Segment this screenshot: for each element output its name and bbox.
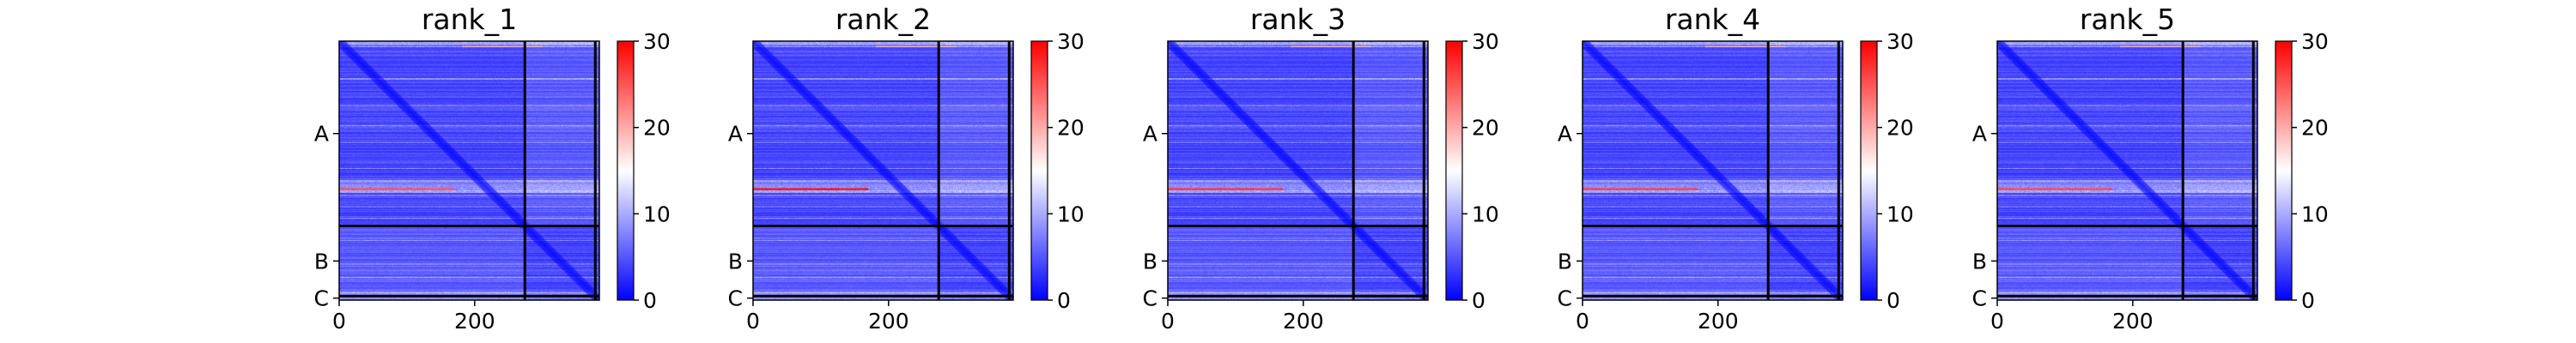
colorbar-tick-label: 30 [1472,29,1499,54]
y-chain-label: C [728,286,743,311]
colorbar-tick-label: 20 [1472,116,1499,141]
heatmap-image [1583,41,1843,300]
y-chain-label: C [1143,286,1157,311]
colorbar-tick-label: 30 [1057,29,1084,54]
heatmap-image [339,41,599,300]
x-tick-label: 200 [454,309,495,334]
colorbar-tick-label: 20 [643,116,671,141]
panel-title: rank_5 [2080,3,2175,36]
y-chain-label: A [728,122,743,147]
x-tick-label: 200 [1698,309,1739,334]
colorbar-tick-label: 30 [1886,29,1914,54]
x-tick-label: 0 [1161,309,1175,334]
colorbar [1445,40,1463,301]
colorbar [1860,40,1878,301]
colorbar-tick-label: 10 [1886,202,1914,226]
colorbar-tick-label: 30 [2301,29,2329,54]
y-chain-label: B [1143,249,1157,274]
y-chain-label: C [314,286,329,311]
x-tick-label: 0 [1576,309,1589,334]
colorbar-tick-label: 10 [1472,202,1499,226]
axes-frame [752,40,1014,301]
y-chain-label: A [314,122,329,147]
heatmap-image [1997,41,2257,300]
y-chain-label: A [1558,122,1572,147]
colorbar-tick-label: 10 [2301,202,2329,226]
y-chain-label: B [1558,249,1572,274]
y-chain-label: C [1558,286,1572,311]
colorbar-tick-label: 20 [1057,116,1084,141]
y-chain-label: B [314,249,329,274]
colorbar-tick-label: 0 [1057,288,1071,313]
x-tick-label: 200 [868,309,909,334]
colorbar [2275,40,2293,301]
panel-title: rank_1 [422,3,517,36]
colorbar-tick-label: 20 [2301,116,2329,141]
axes-frame [1167,40,1429,301]
heatmap-image [753,41,1013,300]
axes-frame [338,40,600,301]
y-chain-label: A [1143,122,1157,147]
axes-frame [1996,40,2258,301]
y-chain-label: B [1972,249,1987,274]
colorbar-tick-label: 0 [643,288,657,313]
x-tick-label: 200 [2112,309,2154,334]
x-tick-label: 0 [746,309,760,334]
y-chain-label: C [1972,286,1987,311]
colorbar-tick-label: 0 [2301,288,2315,313]
colorbar-tick-label: 0 [1886,288,1900,313]
y-chain-label: A [1972,122,1987,147]
heatmap-image [1168,41,1428,300]
colorbar-tick-label: 10 [1057,202,1084,226]
panel-title: rank_4 [1665,3,1760,36]
y-chain-label: B [728,249,743,274]
colorbar [617,40,635,301]
axes-frame [1582,40,1844,301]
colorbar-tick-label: 20 [1886,116,1914,141]
x-tick-label: 0 [332,309,346,334]
colorbar-tick-label: 0 [1472,288,1485,313]
x-tick-label: 0 [1990,309,2004,334]
x-tick-label: 200 [1283,309,1324,334]
colorbar [1030,40,1048,301]
panel-title: rank_2 [835,3,931,36]
panel-title: rank_3 [1250,3,1346,36]
colorbar-tick-label: 10 [643,202,671,226]
colorbar-tick-label: 30 [643,29,671,54]
